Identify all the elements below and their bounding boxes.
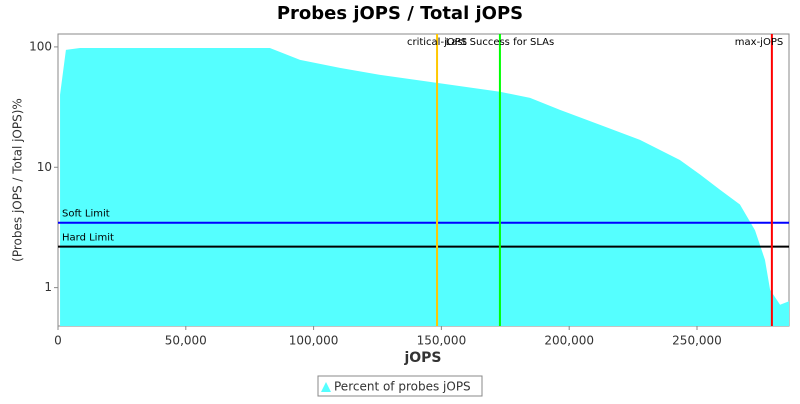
x-tick-label: 0 xyxy=(54,334,62,348)
x-tick-label: 100,000 xyxy=(289,334,339,348)
x-tick-label: 150,000 xyxy=(417,334,467,348)
x-tick-label: 250,000 xyxy=(672,334,722,348)
legend-marker xyxy=(321,382,331,392)
y-axis-label: (Probes jOPS / Total jOPS)% xyxy=(11,98,25,262)
reference-label: Soft Limit xyxy=(62,209,110,220)
x-axis-label: jOPS xyxy=(403,350,441,366)
x-tick-label: 200,000 xyxy=(544,334,594,348)
legend xyxy=(317,375,483,397)
reference-label: Hard Limit xyxy=(62,233,114,244)
chart-title: Probes jOPS / Total jOPS xyxy=(277,3,523,24)
x-tick-label: 50,000 xyxy=(165,334,207,348)
reference-label: critical-jOPS xyxy=(407,37,467,48)
area xyxy=(60,47,790,326)
y-tick-label: 10 xyxy=(37,160,52,174)
reference-label: max-jOPS xyxy=(735,37,783,48)
y-tick-label: 1 xyxy=(44,280,52,294)
legend-label: Percent of probes jOPS xyxy=(334,380,471,394)
reference-label: Last Success for SLAs xyxy=(446,37,555,48)
y-tick-label: 100 xyxy=(29,39,52,53)
